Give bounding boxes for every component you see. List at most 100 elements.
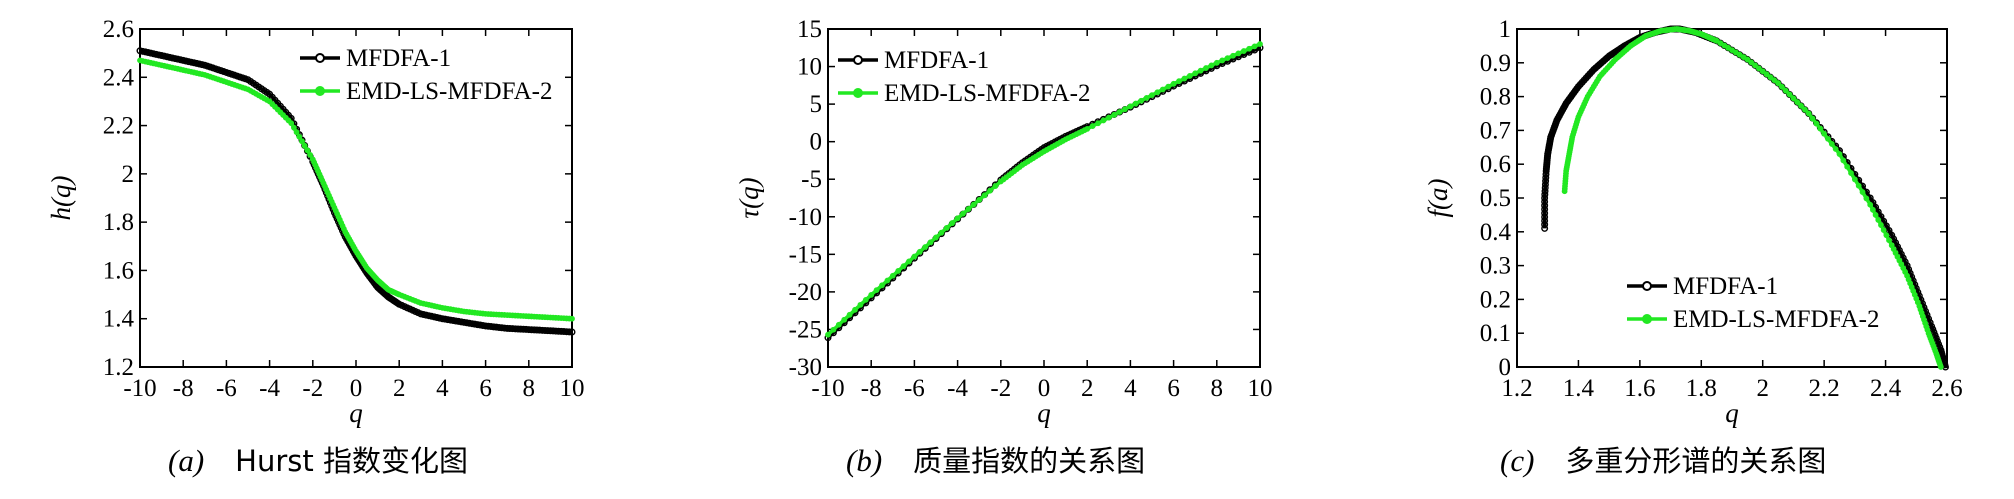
x-tick-label: 0 [1038,375,1051,402]
caption-a: (a) Hurst 指数变化图 [168,438,468,480]
data-point-2 [1257,41,1263,47]
x-axis-label: q [1725,398,1739,428]
y-tick-label: 1.4 [103,306,135,333]
data-point-2 [1197,67,1204,74]
data-point-2 [1748,59,1755,66]
x-tick-label: 1.4 [1563,375,1595,402]
y-tick-label: -5 [801,166,822,193]
y-tick-label: 0.9 [1480,50,1511,77]
x-tick-label: 1.2 [1501,375,1532,402]
caption-b: (b) 质量指数的关系图 [846,438,1145,480]
y-tick-label: 0.5 [1480,185,1511,212]
data-point-2 [835,321,842,328]
x-tick-label: -4 [947,375,968,402]
data-point-2 [1872,211,1879,218]
legend-marker-2 [315,86,325,96]
data-point-2 [1805,110,1812,117]
x-tick-label: 2 [1081,375,1094,402]
x-tick-label: -8 [173,375,194,402]
x-tick-label: 0 [350,375,363,402]
data-point-2 [569,315,575,322]
x-tick-label: -4 [259,375,280,402]
y-tick-label: 0 [810,129,823,156]
x-tick-label: 10 [1248,375,1273,402]
data-point-2 [1794,99,1801,105]
data-point-1 [1541,187,1549,195]
data-point-2 [1230,52,1236,59]
legend-label-2: EMD-LS-MFDFA-2 [346,78,553,105]
data-point-2 [1844,163,1851,170]
data-point-2 [1235,50,1242,57]
x-tick-label: 6 [479,375,492,402]
chart-panel-1 [824,28,1264,368]
data-point-2 [1870,206,1876,213]
data-point-2 [922,244,929,250]
y-axis-label: f(a) [1423,178,1453,217]
data-point-2 [1817,125,1824,132]
data-point-2 [1821,130,1828,137]
caption-c: (c) 多重分形谱的关系图 [1500,438,1826,480]
data-point-2 [1848,170,1854,176]
x-tick-label: -6 [904,375,925,402]
y-tick-label: 0.8 [1480,84,1511,111]
data-point-2 [1154,89,1161,96]
data-point-2 [1186,73,1193,79]
x-tick-label: 4 [1124,375,1137,402]
data-point-2 [1176,78,1182,85]
data-point-2 [1208,62,1215,69]
caption-a-label: (a) [168,443,205,478]
y-tick-label: 10 [797,54,822,81]
data-point-1 [1541,184,1549,192]
data-point-2 [927,239,934,246]
data-point-2 [1105,114,1112,121]
data-point-2 [296,133,303,140]
data-point-1 [1541,217,1549,225]
x-tick-label: 2.2 [1809,375,1840,402]
data-point-2 [1159,86,1166,93]
y-axis-label: τ(q) [734,177,764,218]
data-point-2 [307,151,313,158]
x-tick-label: 6 [1167,375,1180,402]
data-point-1 [1541,194,1549,202]
data-point-1 [1541,205,1549,213]
y-tick-label: 15 [797,16,822,43]
data-point-2 [857,301,864,308]
data-point-2 [1840,157,1847,164]
data-point-1 [568,328,576,336]
legend-marker-1 [853,55,863,65]
y-tick-label: 0 [1499,354,1512,381]
data-point-2 [1181,75,1188,82]
x-tick-label: -8 [861,375,882,402]
data-point-2 [1937,364,1944,370]
data-point-2 [900,263,907,270]
data-point-2 [1813,120,1820,127]
y-tick-label: 0.7 [1480,117,1511,144]
data-point-2 [1802,106,1808,113]
y-tick-label: 5 [810,91,823,118]
data-point-2 [288,120,295,127]
legend-label-1: MFDFA-1 [884,47,989,74]
x-tick-label: -2 [302,375,323,402]
y-tick-label: -30 [789,354,822,381]
data-point-2 [960,210,966,217]
data-point-2 [1798,102,1805,109]
y-tick-label: 0.3 [1480,253,1511,280]
data-point-2 [906,258,912,265]
caption-c-text: 多重分形谱的关系图 [1565,444,1827,478]
y-tick-label: -10 [789,204,822,231]
data-point-2 [1744,56,1751,63]
legend-marker-2 [1642,314,1652,324]
data-point-2 [1132,100,1139,107]
data-point-2 [938,229,945,236]
x-tick-label: -2 [990,375,1011,402]
data-point-2 [1809,115,1816,122]
data-point-2 [1251,43,1258,50]
data-point-2 [873,287,880,294]
legend-label-2: EMD-LS-MFDFA-2 [884,80,1091,107]
x-tick-label: 2 [1756,375,1769,402]
x-tick-label: 1.6 [1624,375,1655,402]
y-tick-label: -25 [789,316,822,343]
data-point-1 [565,328,573,336]
data-point-2 [1111,111,1118,118]
data-point-2 [1851,176,1858,183]
